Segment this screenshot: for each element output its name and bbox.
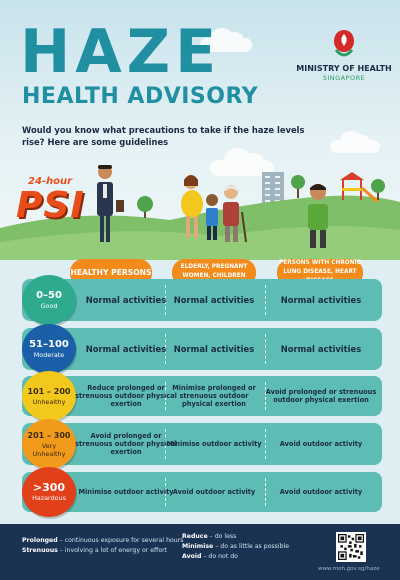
advice-cell: Avoid prolonged or strenuous outdoor phy… (75, 432, 177, 456)
psi-range: 51–100 (29, 339, 69, 350)
footer-url[interactable]: www.moh.gov.sg/haze (318, 566, 380, 572)
poster-subtitle: HEALTH ADVISORY (22, 84, 259, 109)
psi-row-moderate: 51–100 Moderate Normal activities Normal… (22, 324, 382, 374)
psi-row-very-unhealthy: 201 – 300 Very Unhealthy Avoid prolonged… (22, 419, 382, 469)
psi-level: Unhealthy (32, 398, 66, 406)
advice-cell: Normal activities (173, 295, 255, 305)
psi-level: Good (40, 302, 58, 310)
psi-range: 0–50 (36, 290, 62, 301)
definition-minimise: Minimise – do as little as possible (182, 543, 290, 550)
psi-badge: 0–50 Good (22, 275, 76, 325)
advice-cell: Minimise outdoor activity (78, 488, 174, 496)
advice-cell: Normal activities (173, 344, 255, 354)
psi-badge: 51–100 Moderate (22, 324, 76, 374)
intro-text: Would you know what precautions to take … (22, 125, 305, 147)
moh-logo-icon (334, 30, 354, 57)
advice-cell: Minimise outdoor activity (166, 440, 262, 448)
advice-cell: Avoid prolonged or strenuous outdoor phy… (265, 388, 377, 404)
psi-level: Moderate (33, 351, 65, 359)
qr-code-icon[interactable] (336, 532, 366, 562)
advice-cell: Normal activities (280, 344, 362, 354)
advice-cell: Normal activities (85, 344, 167, 354)
psi-range: >300 (32, 481, 66, 494)
psi-heading: 24-hour PSI (14, 176, 84, 234)
definition-avoid: Avoid – do not do (182, 553, 238, 560)
advice-cell: Reduce prolonged or strenuous outdoor ph… (75, 384, 177, 408)
psi-period: 24-hour (28, 176, 73, 187)
definition-strenuous: Strenuous – involving a lot of energy or… (22, 547, 168, 554)
people-illustration (97, 165, 328, 248)
psi-range: 201 – 300 (27, 431, 71, 440)
cloud (210, 148, 274, 176)
psi-label: PSI (16, 185, 85, 226)
footer: Prolonged – continuous exposure for seve… (0, 524, 400, 580)
advice-cell: Normal activities (85, 295, 167, 305)
definition-reduce: Reduce – do less (182, 533, 237, 540)
poster-title: HAZE (20, 17, 222, 87)
ministry-logo-block: MINISTRY OF HEALTH SINGAPORE (296, 28, 392, 83)
advice-cell: Avoid outdoor activity (279, 440, 363, 448)
advice-cell: Normal activities (280, 295, 362, 305)
advice-cell: Avoid outdoor activity (279, 488, 363, 496)
psi-row-unhealthy: 101 – 200 Unhealthy Reduce prolonged or … (22, 371, 382, 421)
park-scene-illustration (0, 165, 400, 260)
definition-prolonged: Prolonged – continuous exposure for seve… (22, 537, 184, 544)
psi-row-good: 0–50 Good Normal activities Normal activ… (22, 275, 382, 325)
psi-range: 101 – 200 (27, 387, 71, 396)
psi-badge: 101 – 200 Unhealthy (22, 371, 76, 421)
psi-badge: >300 Hazardous (22, 467, 76, 517)
advice-cell: Avoid outdoor activity (172, 488, 256, 496)
cloud (200, 28, 252, 52)
psi-badge: 201 – 300 Very Unhealthy (22, 419, 76, 469)
advice-cell: Minimise prolonged or strenuous outdoor … (172, 384, 256, 408)
psi-level: Very Unhealthy (32, 442, 66, 458)
ministry-name: MINISTRY OF HEALTH (296, 64, 392, 73)
psi-row-hazardous: >300 Hazardous Minimise outdoor activity… (22, 467, 382, 517)
cloud (330, 131, 380, 153)
psi-level: Hazardous (32, 494, 66, 502)
ministry-country: SINGAPORE (322, 74, 366, 82)
